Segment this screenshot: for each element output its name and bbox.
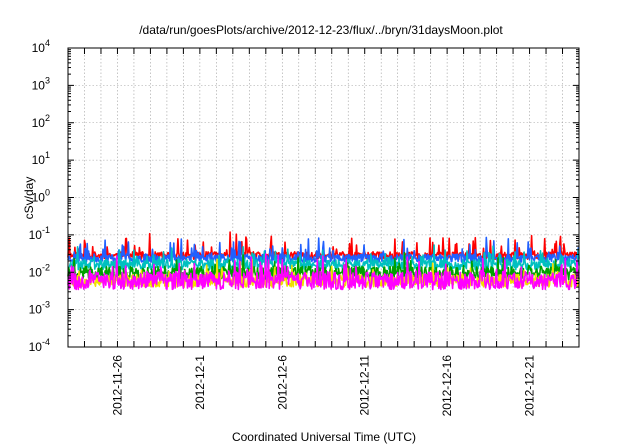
y-axis-label: cSv/day (22, 177, 36, 220)
x-tick-label: 2012-12-11 (358, 355, 372, 416)
x-tick-label: 2012-11-26 (110, 355, 124, 416)
x-tick-label: 2012-12-6 (275, 355, 289, 410)
grid (68, 48, 579, 347)
y-tick-label: 10-4 (29, 337, 50, 354)
y-tick-label: 10-3 (29, 300, 50, 317)
x-tick-label: 2012-12-21 (523, 355, 537, 417)
y-tick-label: 102 (32, 113, 50, 130)
y-tick-label: 104 (32, 38, 50, 55)
y-tick-label: 103 (32, 75, 50, 92)
chart-title: /data/run/goesPlots/archive/2012-12-23/f… (139, 23, 503, 37)
x-tick-label: 2012-12-16 (440, 355, 454, 417)
x-tick-label: 2012-12-1 (193, 355, 207, 410)
x-axis-label: Coordinated Universal Time (UTC) (232, 430, 416, 444)
series-line (67, 253, 580, 291)
x-axis: 2012-11-26 2012-12-1 2012-12-6 2012-12-11 20… (83, 48, 564, 417)
plot-area (67, 231, 580, 291)
y-tick-label: 101 (32, 150, 50, 167)
y-tick-label: 10-2 (29, 262, 50, 279)
y-tick-label: 10-1 (29, 225, 50, 242)
